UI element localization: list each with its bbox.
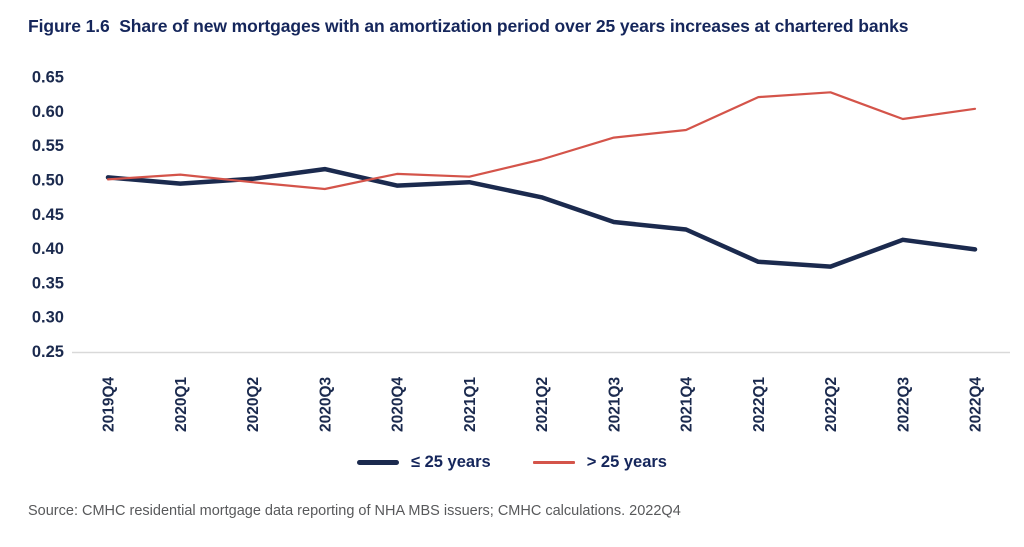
y-axis-tick-label: 0.45 xyxy=(32,206,64,224)
y-axis-tick-label: 0.40 xyxy=(32,240,64,258)
y-axis-tick-label: 0.30 xyxy=(32,309,64,327)
y-axis-tick-label: 0.35 xyxy=(32,274,64,292)
y-axis-tick-label: 0.60 xyxy=(32,103,64,121)
x-axis-tick-label: 2022Q4 xyxy=(968,376,985,432)
x-axis-tick-label: 2021Q3 xyxy=(606,376,623,432)
x-axis-tick-label: 2020Q1 xyxy=(173,376,190,432)
legend-label-gt-25-years: > 25 years xyxy=(586,453,667,471)
x-axis-tick-label: 2020Q3 xyxy=(317,376,334,432)
legend-swatch-le-25-years xyxy=(356,460,399,465)
x-axis-tick-label: 2021Q2 xyxy=(534,377,551,432)
y-axis-tick-label: 0.55 xyxy=(32,137,64,155)
x-axis-tick-label: 2020Q2 xyxy=(245,377,262,432)
x-axis-tick-label: 2020Q4 xyxy=(390,376,407,432)
series-line-gt-25-years xyxy=(106,91,977,191)
legend-label-le-25-years: ≤ 25 years xyxy=(410,453,491,471)
x-axis-tick-label: 2022Q1 xyxy=(751,376,768,432)
x-axis-tick-label: 2021Q1 xyxy=(462,376,479,432)
y-axis-tick-label: 0.65 xyxy=(32,69,64,87)
source-note: Source: CMHC residential mortgage data r… xyxy=(28,503,681,519)
legend-item-gt-25-years: > 25 years xyxy=(532,453,667,472)
chart-legend: ≤ 25 years > 25 years xyxy=(0,453,1024,472)
x-axis-tick-label: 2021Q4 xyxy=(679,376,696,432)
x-axis-tick-label: 2022Q3 xyxy=(895,376,912,432)
y-axis-tick-label: 0.50 xyxy=(32,171,64,189)
series-line-le-25-years xyxy=(105,166,978,269)
figure-title: Figure 1.6 Share of new mortgages with a… xyxy=(28,16,909,36)
x-axis-tick-label: 2022Q2 xyxy=(823,377,840,432)
x-axis-tick-label: 2019Q4 xyxy=(101,376,118,432)
legend-swatch-gt-25-years xyxy=(532,461,575,464)
y-axis-tick-label: 0.25 xyxy=(32,343,64,361)
legend-item-le-25-years: ≤ 25 years xyxy=(356,453,491,472)
line-chart: 0.25 0.30 0.35 0.40 0.45 0.50 0.55 0.60 0.65 2019… xyxy=(32,69,1010,432)
